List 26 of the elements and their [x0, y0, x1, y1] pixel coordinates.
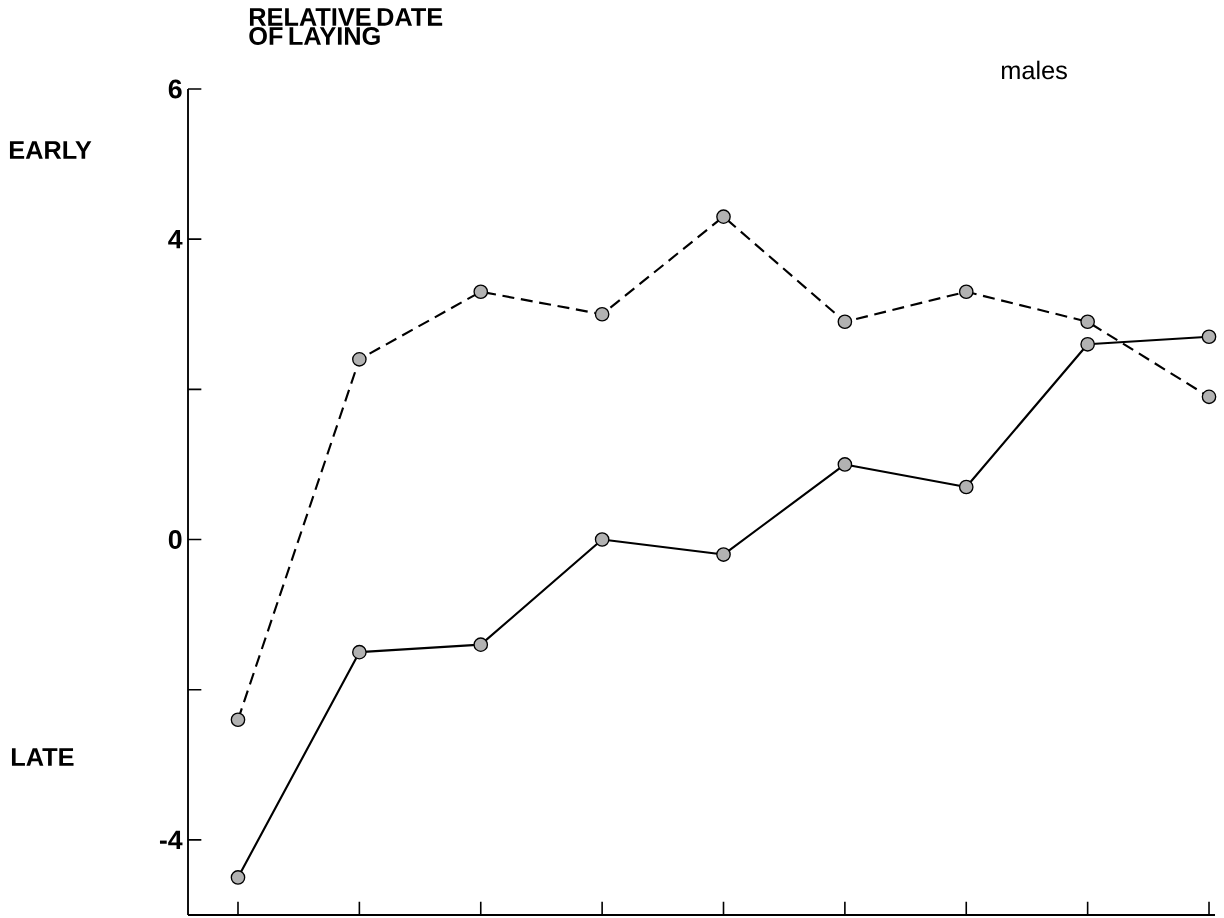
point: [837, 457, 853, 472]
point: [230, 870, 246, 885]
point: [1201, 389, 1217, 405]
y-axis-title: RELATIVE DATE OF LAYING: [249, 8, 443, 45]
point: [594, 532, 610, 547]
text: LATE: [11, 748, 74, 766]
y-tick-label: 0: [168, 530, 182, 549]
point: [958, 479, 974, 495]
point: [716, 209, 731, 224]
point: [958, 284, 974, 300]
point: [1201, 329, 1217, 345]
point: [837, 314, 853, 330]
point: [1080, 314, 1095, 330]
text: EARLY: [9, 141, 92, 159]
point: [473, 637, 489, 652]
y-tick-label: 6: [168, 79, 182, 99]
point: [716, 547, 731, 562]
point: [473, 284, 489, 300]
y-tick-label: -4: [159, 830, 183, 850]
text: males: [1001, 60, 1067, 80]
point: [594, 306, 610, 322]
point: [1080, 336, 1095, 352]
y-tick-label: 4: [168, 230, 183, 249]
point: [230, 712, 246, 728]
point: [352, 644, 367, 660]
point: [352, 351, 367, 367]
